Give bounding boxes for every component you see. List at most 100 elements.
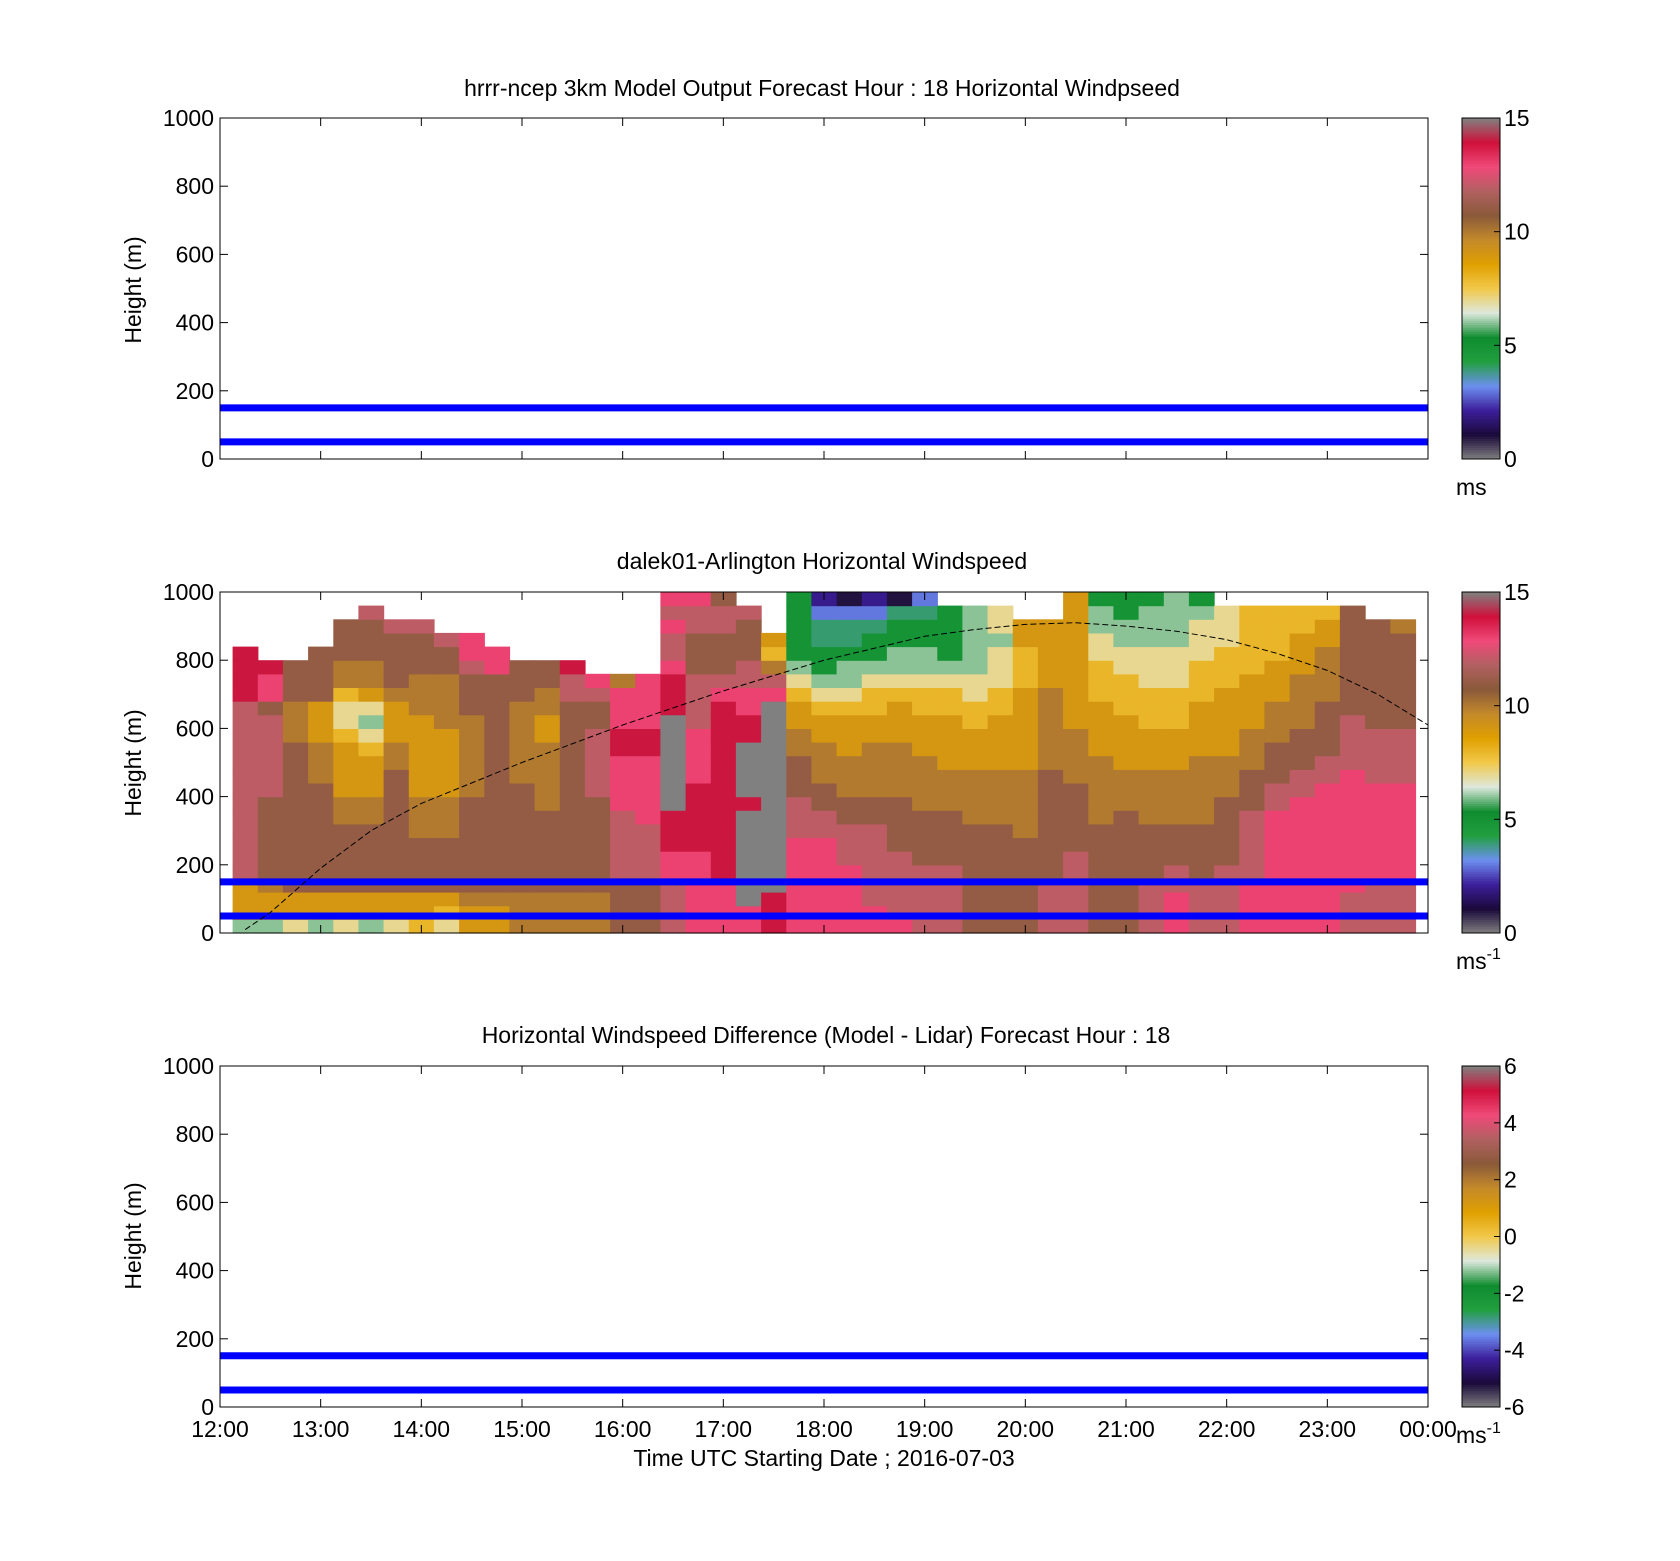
heatmap-cell bbox=[761, 646, 787, 661]
heatmap-cell bbox=[584, 919, 611, 934]
colorbar-segment bbox=[1462, 1318, 1500, 1322]
heatmap-cell bbox=[786, 823, 813, 839]
x-tick-label: 17:00 bbox=[695, 1416, 753, 1442]
heatmap-cell bbox=[1063, 619, 1089, 634]
colorbar-segment bbox=[1462, 1304, 1500, 1308]
heatmap-cell bbox=[333, 632, 360, 648]
heatmap-cell bbox=[282, 701, 309, 716]
colorbar-segment bbox=[1462, 760, 1500, 763]
colorbar-segment bbox=[1462, 810, 1500, 814]
heatmap-cell bbox=[459, 687, 485, 702]
heatmap-cell bbox=[534, 755, 561, 770]
heatmap-cell bbox=[232, 687, 259, 702]
heatmap-cell bbox=[534, 769, 561, 784]
heatmap-cell bbox=[962, 714, 989, 729]
heatmap-cell bbox=[836, 851, 863, 866]
heatmap-cell bbox=[811, 701, 838, 716]
y-tick-label: 1000 bbox=[163, 1053, 214, 1079]
colorbar-segment bbox=[1462, 424, 1500, 428]
heatmap-cell bbox=[912, 783, 938, 798]
heatmap-cell bbox=[1314, 823, 1341, 839]
heatmap-cell bbox=[912, 701, 938, 716]
colorbar-segment bbox=[1462, 1175, 1500, 1178]
heatmap-cell bbox=[937, 619, 964, 634]
heatmap-cell bbox=[459, 823, 485, 839]
colorbar-segment bbox=[1462, 1250, 1500, 1253]
heatmap-cell bbox=[1088, 592, 1115, 607]
heatmap-cell bbox=[811, 810, 838, 825]
colorbar-segment bbox=[1462, 769, 1500, 773]
colorbar-segment bbox=[1462, 1068, 1500, 1072]
colorbar-segment bbox=[1462, 1334, 1500, 1338]
colorbar-frame bbox=[1461, 591, 1501, 934]
colorbar-segment bbox=[1462, 1338, 1500, 1342]
heatmap-cell bbox=[987, 646, 1014, 661]
heatmap-cell bbox=[610, 755, 636, 770]
heatmap-cell bbox=[836, 660, 863, 675]
heatmap-cell bbox=[257, 714, 284, 729]
y-tick-label: 1000 bbox=[163, 105, 214, 131]
colorbar-segment bbox=[1462, 1293, 1500, 1297]
heatmap-cell bbox=[484, 687, 511, 702]
colorbar-segment bbox=[1462, 311, 1500, 314]
heatmap-cell bbox=[433, 632, 460, 648]
heatmap-cell bbox=[660, 823, 687, 839]
heatmap-cell bbox=[1138, 796, 1165, 811]
heatmap-cell bbox=[660, 851, 687, 866]
heatmap-cell bbox=[534, 687, 561, 702]
heatmap-cell bbox=[1339, 823, 1366, 839]
heatmap-cell bbox=[1138, 619, 1165, 634]
heatmap-cell bbox=[1264, 660, 1291, 675]
heatmap-cell bbox=[1113, 605, 1140, 620]
colorbar-segment bbox=[1462, 447, 1500, 451]
heatmap-cell bbox=[1390, 673, 1417, 688]
colorbar-segment bbox=[1462, 1377, 1500, 1381]
y-axis-ticks: 0 200 400 600 800 1000 bbox=[163, 1053, 1428, 1420]
heatmap-cell bbox=[811, 660, 838, 675]
colorbar-segment bbox=[1462, 612, 1500, 616]
colorbar-segment bbox=[1462, 1391, 1500, 1394]
colorbar-segment bbox=[1462, 1150, 1500, 1153]
heatmap-cell bbox=[937, 769, 964, 784]
heatmap-cell bbox=[232, 660, 259, 675]
heatmap-cell bbox=[282, 851, 309, 866]
heatmap-cell bbox=[383, 742, 410, 757]
heatmap-cell bbox=[1390, 851, 1417, 866]
colorbar-segment bbox=[1462, 1154, 1500, 1158]
colorbar-segment bbox=[1462, 1211, 1500, 1215]
colorbar-tick-label: -2 bbox=[1504, 1280, 1524, 1306]
heatmap-cell bbox=[459, 632, 485, 648]
colorbar-segment bbox=[1462, 671, 1500, 675]
heatmap-cell bbox=[735, 673, 762, 688]
colorbar-segment bbox=[1462, 1384, 1500, 1388]
colorbar-segment bbox=[1462, 374, 1500, 378]
heatmap-cell bbox=[937, 605, 964, 620]
heatmap-cell bbox=[1264, 701, 1291, 716]
heatmap-cell bbox=[685, 769, 712, 784]
heatmap-cell bbox=[886, 646, 913, 661]
colorbar-unit-label: ms-1 bbox=[1456, 1420, 1501, 1448]
heatmap-cell bbox=[685, 742, 712, 757]
colorbar-segment bbox=[1462, 862, 1500, 866]
heatmap-cell bbox=[912, 673, 938, 688]
heatmap-cell bbox=[735, 864, 762, 879]
colorbar-tick-label: 6 bbox=[1504, 1053, 1517, 1079]
heatmap-cell bbox=[1037, 728, 1064, 743]
colorbar-segment bbox=[1462, 692, 1500, 695]
heatmap-cell bbox=[610, 837, 636, 852]
heatmap-cell bbox=[459, 810, 485, 825]
heatmap-cell bbox=[987, 701, 1014, 716]
colorbar-segment bbox=[1462, 714, 1500, 718]
colorbar-segment bbox=[1462, 898, 1500, 902]
colorbar-segment bbox=[1462, 1213, 1500, 1217]
colorbar-segment bbox=[1462, 152, 1500, 155]
colorbar-segment bbox=[1462, 617, 1500, 620]
colorbar-segment bbox=[1462, 639, 1500, 643]
heatmap-cell bbox=[1113, 632, 1140, 648]
colorbar-segment bbox=[1462, 158, 1500, 162]
heatmap-cell bbox=[610, 796, 636, 811]
heatmap-cell bbox=[1390, 796, 1417, 811]
heatmap-cell bbox=[710, 851, 737, 866]
heatmap-cell bbox=[786, 810, 813, 825]
heatmap-cell bbox=[1138, 851, 1165, 866]
